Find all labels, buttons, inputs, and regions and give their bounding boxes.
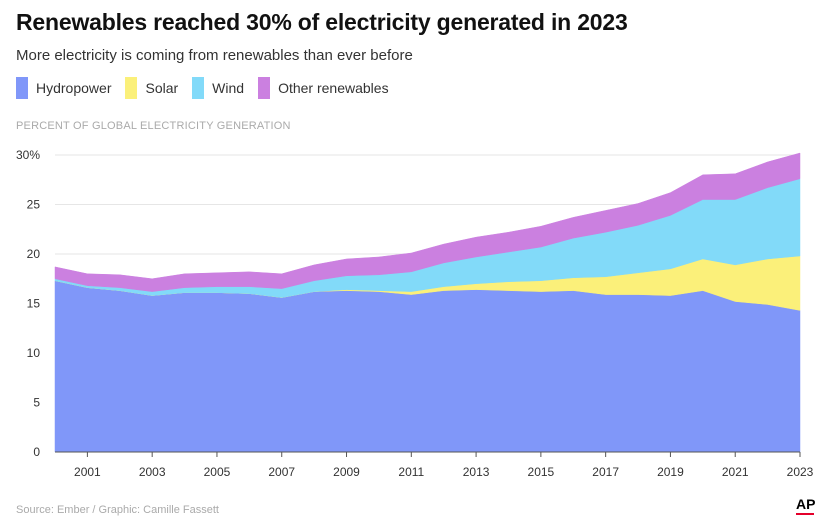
area-hydropower: [54, 280, 801, 453]
legend-label-other-renewables: Other renewables: [278, 80, 389, 96]
ap-logo-underline: [796, 513, 814, 515]
stacked-areas: [54, 152, 801, 453]
x-tick-label-2017: 2017: [592, 465, 619, 479]
x-tick-label-2003: 2003: [139, 465, 166, 479]
legend-swatch-solar: [125, 77, 138, 99]
legend-label-wind: Wind: [212, 80, 245, 96]
legend-swatch-wind: [192, 77, 205, 99]
x-tick-label-2013: 2013: [463, 465, 490, 479]
legend: Hydropower Solar Wind Other renewables: [16, 77, 389, 99]
ap-logo: AP: [796, 496, 816, 515]
area-other-renewables: [54, 152, 801, 292]
legend-label-hydropower: Hydropower: [36, 80, 112, 96]
legend-swatch-other-renewables: [258, 77, 271, 99]
y-tick-label-0: 0: [33, 445, 40, 459]
legend-item-wind: Wind: [192, 77, 244, 99]
y-tick-label-20: 20: [27, 247, 41, 261]
x-tick-label-2005: 2005: [204, 465, 231, 479]
x-tick-label-2019: 2019: [657, 465, 684, 479]
x-tick-label-2015: 2015: [528, 465, 555, 479]
x-tick-label-2007: 2007: [268, 465, 295, 479]
y-tick-label-15: 15: [27, 297, 41, 311]
y-tick-label-25: 25: [27, 198, 41, 212]
legend-item-hydropower: Hydropower: [16, 77, 111, 99]
legend-swatch-hydropower: [16, 77, 28, 99]
chart-title: Renewables reached 30% of electricity ge…: [16, 9, 628, 35]
source-credit: Source: Ember / Graphic: Camille Fassett: [16, 504, 219, 516]
x-tick-label-2021: 2021: [722, 465, 749, 479]
ap-logo-text: AP: [796, 496, 816, 512]
y-tick-label-30: 30%: [16, 148, 40, 162]
x-tick-label-2011: 2011: [398, 465, 424, 479]
y-tick-label-10: 10: [27, 346, 41, 360]
x-tick-label-2009: 2009: [333, 465, 360, 479]
legend-item-other-renewables: Other renewables: [258, 77, 389, 99]
y-tick-label-5: 5: [33, 396, 40, 410]
legend-label-solar: Solar: [145, 80, 179, 96]
axes: 0 5 10 15 20 25 30% 2001 2003 2005 2007 2009 2011 201…: [16, 148, 814, 479]
chart-subtitle: More electricity is coming from renewabl…: [16, 47, 413, 64]
legend-item-solar: Solar: [125, 77, 178, 99]
x-tick-label-2001: 2001: [74, 465, 101, 479]
x-tick-label-2023: 2023: [787, 465, 814, 479]
y-axis-label: PERCENT OF GLOBAL ELECTRICITY GENERATION: [16, 120, 291, 132]
